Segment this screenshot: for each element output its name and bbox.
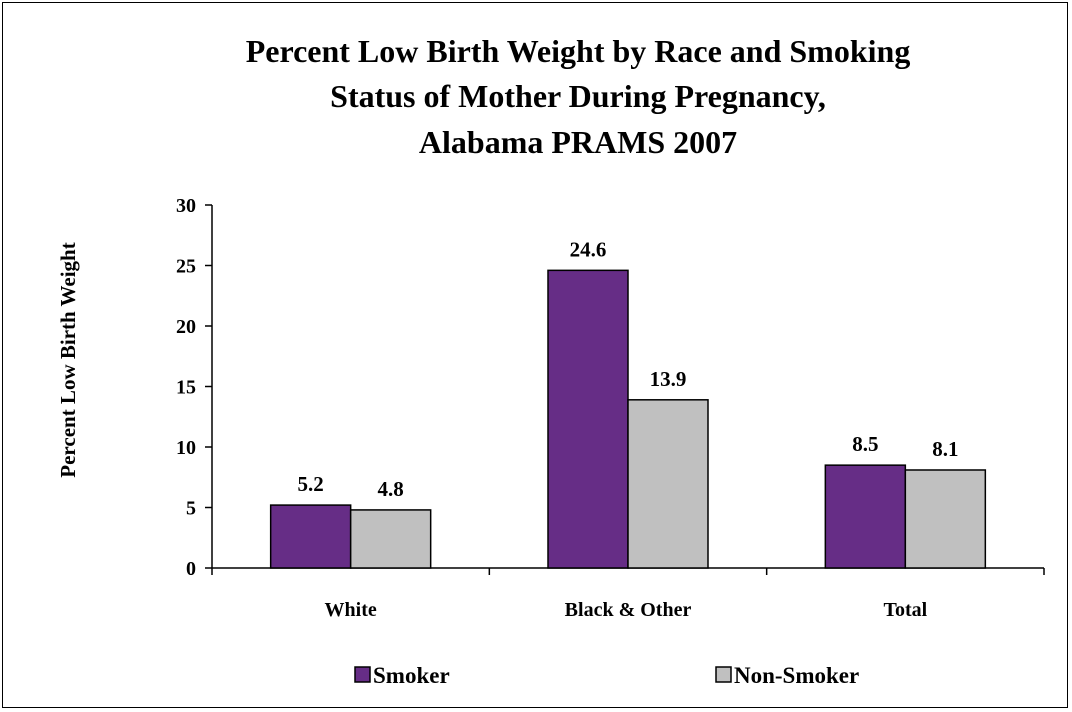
data-label: 8.1	[932, 437, 958, 461]
legend: Smoker Non-Smoker	[354, 663, 859, 688]
y-axis-label: Percent Low Birth Weight	[56, 242, 80, 477]
legend-label: Smoker	[373, 663, 450, 688]
y-tick-label: 5	[186, 498, 196, 520]
y-tick-label: 25	[176, 256, 196, 278]
bar	[904, 469, 987, 569]
data-label: 24.6	[570, 237, 607, 261]
data-label: 8.5	[852, 432, 878, 456]
data-label: 13.9	[650, 367, 687, 391]
chart-title: Percent Low Birth Weight by Race and Smo…	[246, 33, 911, 160]
legend-swatch	[715, 666, 732, 683]
bar	[627, 399, 709, 569]
data-label: 4.8	[378, 477, 404, 501]
chart-title-line-2: Status of Mother During Pregnancy,	[330, 78, 826, 114]
legend-label: Non-Smoker	[734, 663, 859, 688]
y-tick-label: 30	[176, 195, 196, 217]
chart-title-line-1: Percent Low Birth Weight by Race and Smo…	[246, 33, 911, 69]
bar	[269, 504, 352, 569]
chart-title-line-3: Alabama PRAMS 2007	[419, 124, 737, 160]
y-tick-label: 20	[176, 316, 196, 338]
x-tick-label: White	[325, 599, 377, 621]
bar	[824, 464, 907, 569]
legend-swatch	[354, 666, 371, 683]
data-label: 5.2	[298, 472, 324, 496]
y-tick-label: 0	[186, 558, 196, 580]
x-tick-label: Total	[883, 599, 927, 621]
plot-area: 0 5 10 15 20 25 30 White 5.2 4.8 Black & Other 24.6…	[176, 195, 1045, 621]
x-tick-label: Black & Other	[565, 599, 692, 621]
bar	[349, 509, 432, 569]
y-tick-label: 10	[176, 437, 196, 459]
bar	[547, 269, 629, 569]
y-tick-label: 15	[176, 377, 196, 399]
